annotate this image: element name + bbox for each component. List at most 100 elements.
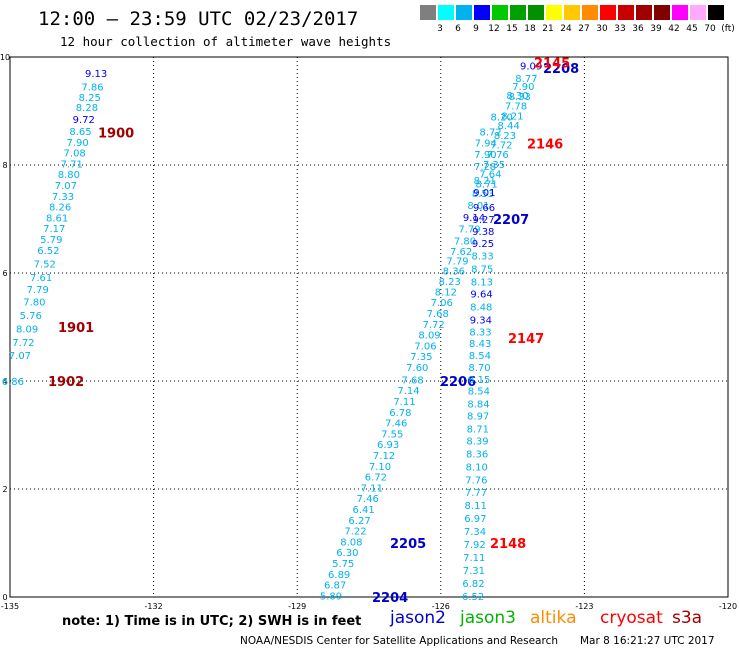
scale-swatch — [690, 5, 707, 20]
wave-height-value: 9.72 — [73, 115, 95, 126]
wave-height-value: 5.76 — [20, 311, 42, 322]
wave-height-value: 7.28 — [474, 162, 496, 173]
wave-height-value: 7.68 — [427, 309, 449, 320]
wave-height-value: 8.54 — [469, 351, 491, 362]
wave-height-value: 6.30 — [336, 548, 358, 559]
wave-height-value: 9.25 — [472, 239, 494, 250]
wave-height-value: 8.09 — [16, 325, 38, 336]
wave-height-value: 6.27 — [348, 516, 370, 527]
wave-height-value: 7.35 — [410, 352, 432, 363]
y-tick-label: 0 — [2, 593, 7, 602]
wave-height-value: 7.14 — [397, 386, 419, 397]
wave-height-value: 7.62 — [450, 247, 472, 258]
wave-height-value: 8.75 — [471, 265, 493, 276]
wave-height-value: 8.48 — [470, 302, 492, 313]
wave-height-value: 7.60 — [406, 363, 428, 374]
scale-label: 24 — [560, 24, 572, 34]
generated-timestamp: Mar 8 16:21:27 UTC 2017 — [580, 635, 715, 647]
credit-line: NOAA/NESDIS Center for Satellite Applica… — [240, 635, 558, 647]
scale-swatch — [420, 5, 437, 20]
time-label: 2145 — [534, 56, 570, 71]
wave-height-value: 8.15 — [468, 375, 490, 386]
scale-swatch — [672, 5, 689, 20]
wave-height-value: 9.13 — [85, 69, 107, 80]
wave-height-value: 7.76 — [465, 475, 487, 486]
wave-height-value: 8.01 — [467, 201, 489, 212]
scale-swatch — [510, 5, 527, 20]
wave-height-value: 5.75 — [332, 559, 354, 570]
wave-height-value: 8.23 — [494, 131, 516, 142]
satellite-s3a: s3a — [672, 608, 703, 628]
wave-height-value: 8.53 — [472, 189, 494, 200]
time-label: 2204 — [372, 591, 408, 606]
scale-swatch — [636, 5, 653, 20]
wave-height-value: 7.77 — [465, 488, 487, 499]
y-tick-label: 6 — [2, 269, 7, 278]
wave-height-value: 7.71 — [61, 159, 83, 170]
wave-height-value: 7.90 — [474, 150, 496, 161]
scale-swatch — [708, 5, 725, 20]
wave-height-value: 7.79 — [446, 257, 468, 268]
scale-label: 36 — [632, 24, 644, 34]
scale-label: 6 — [455, 24, 461, 34]
scale-swatch — [492, 5, 509, 20]
time-label: 2206 — [440, 375, 476, 390]
wave-height-value: 7.90 — [66, 138, 88, 149]
wave-height-value: 7.64 — [479, 170, 501, 181]
scale-label: 30 — [596, 24, 608, 34]
wave-height-value: 6.86 — [2, 377, 24, 388]
wave-height-value: 7.76 — [487, 150, 509, 161]
wave-height-value: 8.25 — [79, 93, 101, 104]
wave-height-value: 8.09 — [418, 331, 440, 342]
scale-label: 33 — [614, 24, 626, 34]
wave-height-value: 8.43 — [469, 339, 491, 350]
wave-height-value: 7.34 — [464, 527, 486, 538]
wave-height-value: 7.80 — [454, 237, 476, 248]
time-label: 2205 — [390, 537, 426, 552]
footer: note: 1) Time is in UTC; 2) SWH is in fe… — [0, 608, 740, 650]
time-label: 1902 — [48, 375, 84, 390]
wave-height-value: 8.54 — [468, 387, 490, 398]
wave-height-value: 6.89 — [328, 570, 350, 581]
scale-label: 18 — [524, 24, 536, 34]
wave-height-value: 8.44 — [498, 121, 520, 132]
wave-height-value: 7.61 — [30, 273, 52, 284]
time-label: 1900 — [98, 127, 134, 142]
wave-height-value: 6.97 — [464, 514, 486, 525]
wave-height-value: 9.09 — [520, 62, 542, 73]
wave-height-value: 7.55 — [381, 429, 403, 440]
wave-height-value: 8.70 — [468, 363, 490, 374]
footer-note: note: 1) Time is in UTC; 2) SWH is in fe… — [62, 614, 362, 629]
x-tick-label: -129 — [288, 602, 306, 610]
wave-height-value: 7.06 — [431, 298, 453, 309]
chart-title: 12:00 – 23:59 UTC 02/23/2017 — [38, 8, 359, 30]
wave-height-value: 8.21 — [501, 111, 523, 122]
scale-label: 12 — [488, 24, 500, 34]
scale-label: (ft) — [721, 24, 735, 34]
scale-swatch — [474, 5, 491, 20]
x-tick-label: -132 — [145, 602, 163, 610]
x-tick-label: -120 — [719, 602, 737, 610]
scale-label: 21 — [542, 24, 554, 34]
time-label: 2208 — [543, 62, 579, 77]
wave-height-value: 7.78 — [505, 102, 527, 113]
wave-height-value: 7.68 — [401, 375, 423, 386]
time-label: 2146 — [527, 137, 563, 152]
wave-height-value: 8.36 — [443, 266, 465, 277]
wave-height-value: 8.28 — [76, 103, 98, 114]
wave-height-value: 9.14 — [463, 213, 485, 224]
wave-height-value: 7.06 — [414, 341, 436, 352]
y-tick-label: 4 — [2, 377, 7, 386]
wave-height-value: 7.72 — [12, 338, 34, 349]
wave-height-value: 8.13 — [471, 278, 493, 289]
scale-swatch — [456, 5, 473, 20]
wave-height-value: 7.52 — [34, 259, 56, 270]
scale-label: 27 — [578, 24, 590, 34]
wave-height-value: 8.23 — [439, 277, 461, 288]
wave-height-value: 8.71 — [476, 179, 498, 190]
wave-height-value: 6.52 — [462, 592, 484, 603]
wave-height-value: 8.30 — [506, 91, 528, 102]
wave-height-value: 6.52 — [37, 246, 59, 257]
wave-height-value: 5.79 — [40, 235, 62, 246]
wave-height-value: 6.78 — [389, 408, 411, 419]
